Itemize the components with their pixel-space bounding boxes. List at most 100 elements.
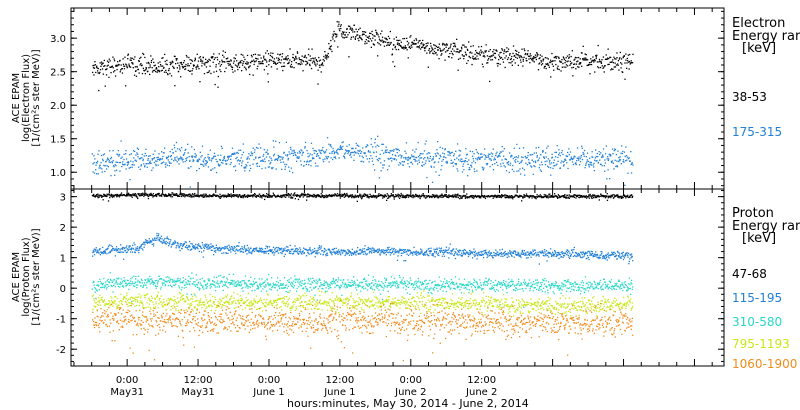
- electron-data-point: [287, 62, 289, 65]
- proton-data-point: [143, 241, 145, 244]
- proton-data-point: [191, 195, 193, 197]
- electron-data-point: [431, 47, 433, 49]
- proton-data-point: [170, 196, 172, 198]
- electron-data-point: [336, 152, 338, 154]
- proton-data-point: [426, 253, 428, 255]
- electron-data-point: [230, 60, 232, 62]
- electron-data-point: [499, 151, 502, 153]
- electron-data-point: [130, 59, 132, 61]
- proton-data-point: [104, 194, 106, 196]
- electron-data-point: [556, 163, 558, 165]
- electron-data-point: [115, 65, 117, 67]
- electron-data-point: [339, 148, 341, 151]
- electron-data-point: [408, 46, 410, 48]
- electron-data-point: [557, 65, 559, 67]
- electron-data-point: [526, 54, 528, 56]
- electron-data-point: [206, 61, 208, 64]
- proton-data-point: [117, 251, 119, 253]
- proton-data-point: [132, 248, 134, 250]
- electron-data-point: [617, 150, 619, 152]
- proton-data-point: [165, 243, 167, 245]
- proton-data-point: [364, 195, 366, 197]
- proton-data-point: [397, 255, 399, 257]
- proton-data-point: [286, 193, 288, 195]
- electron-data-point: [542, 58, 545, 60]
- electron-data-point: [402, 38, 404, 40]
- electron-data-point: [387, 151, 390, 154]
- electron-data-point: [515, 56, 517, 58]
- electron-data-point: [107, 64, 109, 66]
- electron-data-point: [599, 66, 602, 69]
- electron-data-point: [370, 143, 372, 146]
- proton-data-point: [519, 195, 521, 198]
- proton-data-point: [385, 195, 387, 197]
- electron-data-point: [342, 36, 344, 39]
- electron-data-point: [492, 54, 495, 56]
- electron-data-point: [218, 53, 220, 55]
- electron-data-point: [132, 63, 134, 65]
- x-tick-label-time: 12:00: [184, 375, 213, 386]
- proton-data-point: [407, 249, 409, 251]
- proton-data-point: [514, 195, 516, 198]
- electron-data-point: [601, 156, 603, 158]
- electron-data-point: [573, 59, 575, 61]
- electron-data-point: [244, 62, 247, 65]
- electron-data-point: [572, 75, 574, 77]
- proton-data-point: [182, 193, 184, 195]
- electron-data-point: [487, 59, 489, 61]
- proton-data-point: [446, 252, 448, 254]
- proton-data-point: [506, 195, 509, 197]
- electron-data-point: [586, 159, 588, 161]
- proton-data-point: [394, 196, 396, 198]
- proton-data-point: [420, 252, 422, 254]
- proton-data-point: [517, 195, 519, 197]
- proton-data-point: [576, 194, 578, 197]
- proton-data-point: [237, 245, 239, 247]
- electron-data-point: [486, 156, 488, 159]
- electron-data-point: [240, 165, 243, 167]
- proton-data-point: [238, 242, 240, 244]
- electron-data-point: [433, 50, 436, 53]
- proton-data-point: [392, 250, 394, 252]
- proton-data-point: [368, 196, 370, 198]
- electron-data-point: [473, 160, 475, 162]
- proton-data-point: [376, 251, 379, 254]
- electron-data-point: [543, 156, 545, 158]
- proton-data-point: [215, 244, 217, 246]
- electron-data-point: [454, 42, 456, 45]
- proton-data-point: [208, 196, 210, 198]
- electron-data-point: [122, 63, 125, 65]
- electron-data-point: [361, 160, 363, 163]
- electron-data-point: [315, 150, 317, 152]
- proton-data-point: [486, 196, 489, 198]
- proton-data-point: [95, 249, 97, 251]
- electron-data-point: [559, 167, 562, 169]
- electron-data-point: [190, 59, 193, 61]
- proton-data-point: [343, 193, 345, 195]
- proton-data-point: [125, 195, 127, 197]
- proton-data-point: [185, 194, 187, 196]
- proton-data-point: [296, 195, 298, 197]
- proton-data-point: [607, 195, 609, 197]
- proton-data-point: [607, 197, 609, 199]
- proton-data-point: [382, 194, 384, 196]
- electron-data-point: [597, 155, 599, 158]
- electron-data-point: [360, 152, 362, 154]
- electron-data-point: [238, 149, 240, 151]
- electron-data-point: [287, 159, 289, 161]
- electron-data-point: [220, 145, 223, 148]
- electron-data-point: [376, 158, 378, 161]
- electron-data-point: [587, 160, 589, 163]
- electron-data-point: [231, 66, 234, 68]
- electron-data-point: [313, 150, 315, 152]
- electron-data-point: [468, 169, 470, 171]
- electron-data-point: [463, 58, 465, 60]
- electron-data-point: [122, 161, 124, 163]
- electron-data-point: [624, 62, 626, 64]
- electron-data-point: [557, 68, 559, 70]
- proton-data-point: [246, 196, 249, 198]
- electron-data-point: [172, 65, 174, 68]
- electron-data-point: [600, 62, 603, 64]
- proton-data-point: [139, 247, 141, 250]
- proton-data-point: [193, 247, 195, 249]
